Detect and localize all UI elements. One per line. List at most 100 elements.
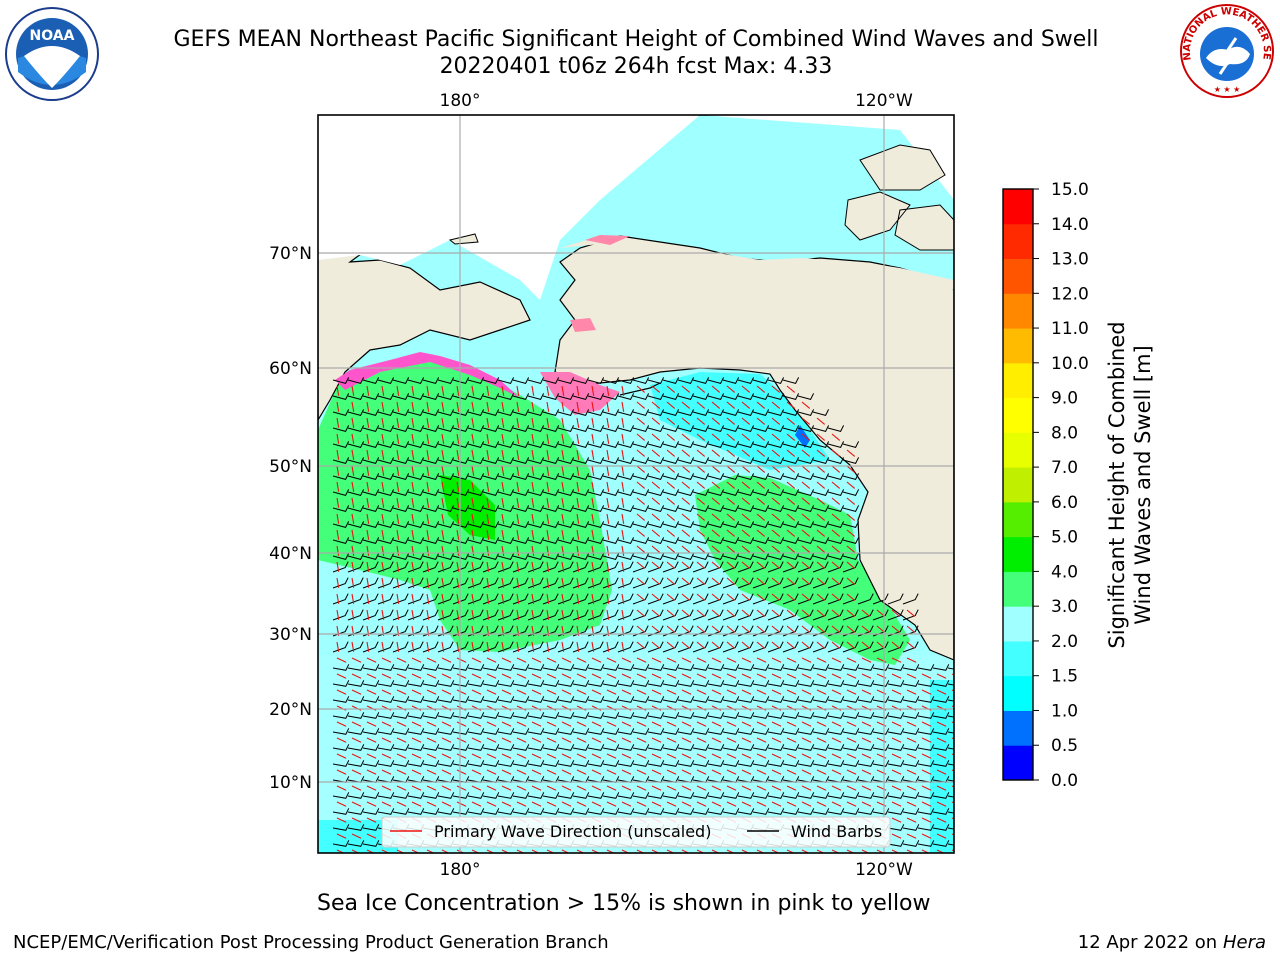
wave-arrow	[471, 385, 475, 396]
wave-arrow	[426, 737, 437, 743]
colorbar-tick-label: 14.0	[1051, 215, 1089, 235]
wave-arrow	[546, 689, 557, 695]
wind-barb	[422, 473, 440, 480]
wave-arrow	[651, 433, 661, 441]
wave-arrow	[681, 545, 691, 553]
wave-arrow	[726, 641, 736, 649]
wave-arrow	[651, 689, 662, 695]
wave-arrow	[711, 577, 721, 585]
wave-arrow	[636, 753, 647, 759]
wind-barb	[827, 680, 845, 687]
wave-arrow	[336, 801, 347, 807]
wind-barb	[707, 744, 725, 751]
wind-barb	[362, 728, 380, 735]
wind-barb	[347, 641, 364, 653]
wind-barb	[782, 728, 800, 735]
wind-barb	[332, 593, 349, 605]
wave-arrow	[351, 849, 360, 853]
wind-barb	[707, 792, 725, 799]
wind-barb	[797, 457, 815, 464]
wave-arrow	[516, 577, 520, 588]
wave-arrow	[741, 385, 751, 393]
wind-barb	[332, 696, 350, 703]
wind-barb	[722, 473, 740, 480]
wind-barb	[782, 561, 799, 573]
wind-barb	[662, 609, 679, 621]
wind-barb	[347, 553, 365, 560]
wind-barb	[812, 712, 830, 719]
wave-arrow	[846, 721, 857, 727]
wave-arrow	[786, 401, 796, 409]
wind-barb	[362, 744, 380, 751]
wind-barb	[407, 712, 425, 719]
wind-barb	[602, 664, 620, 671]
wind-barb	[347, 409, 365, 416]
colorbar-segment	[1003, 258, 1033, 294]
wave-arrow	[411, 529, 415, 540]
wave-arrow	[516, 385, 520, 396]
wave-arrow	[456, 593, 460, 604]
wind-barb	[557, 792, 575, 799]
wind-barb	[842, 489, 860, 496]
wind-barb	[437, 425, 455, 432]
wind-barb	[647, 489, 665, 496]
wave-arrow	[666, 657, 677, 663]
wave-arrow	[576, 657, 587, 663]
wave-arrow	[336, 673, 347, 679]
wind-barb	[692, 553, 710, 560]
coastal-blue	[795, 425, 810, 448]
wave-arrow	[396, 401, 400, 412]
wave-arrow	[651, 769, 662, 775]
wave-arrow	[636, 529, 646, 537]
wind-barb	[377, 561, 394, 573]
wave-arrow	[666, 561, 676, 569]
wave-arrow	[816, 513, 826, 521]
wave-arrow	[831, 721, 842, 727]
wave-arrow	[411, 641, 415, 652]
wave-arrow	[666, 449, 676, 457]
wind-barb	[857, 680, 875, 687]
wind-barb	[752, 473, 770, 480]
wave-arrow	[576, 401, 580, 412]
wave-arrow	[696, 753, 707, 759]
wind-barb	[692, 577, 709, 589]
wind-barb	[527, 728, 545, 735]
wind-barb	[407, 641, 424, 653]
wind-barb	[452, 441, 470, 448]
wind-barb	[407, 553, 425, 560]
wind-barb	[662, 441, 680, 448]
wave-arrow	[381, 513, 385, 524]
wave-arrow	[831, 497, 841, 505]
wave-arrow	[441, 753, 452, 759]
wave-arrow	[681, 465, 691, 473]
wind-barb	[497, 577, 514, 589]
wave-arrow	[591, 721, 602, 727]
wave-arrow	[486, 577, 490, 588]
wave-arrow	[456, 545, 460, 556]
lon-label-top-180: 180°	[440, 91, 481, 111]
wind-barb	[587, 680, 605, 687]
wave-arrow	[786, 769, 797, 775]
wave-arrow	[861, 641, 871, 649]
wave-arrow	[471, 753, 482, 759]
wind-barb	[482, 577, 499, 589]
wave-arrow	[576, 417, 580, 428]
wind-barb	[512, 760, 530, 767]
wave-arrow	[726, 849, 735, 853]
wave-arrow	[696, 433, 706, 441]
wave-arrow	[696, 673, 707, 679]
wave-arrow	[531, 609, 535, 620]
wave-arrow	[501, 433, 505, 444]
wind-barb	[722, 393, 740, 400]
wind-barb	[947, 667, 954, 670]
wind-barb	[692, 505, 710, 512]
wave-arrow	[591, 657, 602, 663]
wave-arrow	[471, 497, 475, 508]
wave-arrow	[636, 561, 646, 569]
wind-barb	[752, 728, 770, 735]
wave-arrow	[351, 817, 362, 823]
wave-arrow	[696, 657, 707, 663]
wind-barb	[497, 808, 515, 815]
wind-barb	[947, 779, 954, 782]
wind-barb	[347, 609, 364, 621]
